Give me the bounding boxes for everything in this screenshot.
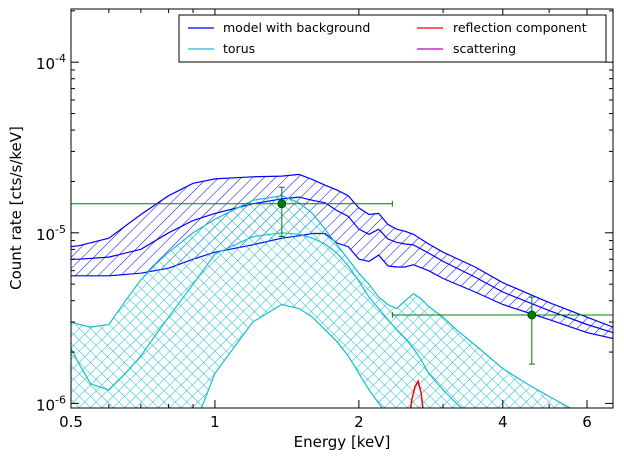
x-axis-label: Energy [keV]	[294, 433, 391, 451]
x-tick-label: 6	[582, 413, 592, 431]
legend-label-torus: torus	[223, 41, 255, 56]
data-point-1	[71, 186, 393, 238]
line-model-with-background-upper	[71, 173, 613, 328]
x-tick-label: 1	[210, 413, 220, 431]
band-torus	[71, 195, 571, 408]
y-tick-label: 10-5	[36, 223, 66, 244]
legend-label-model: model with background	[223, 20, 370, 35]
line-torus-upper	[71, 195, 572, 408]
x-tick-label: 2	[354, 413, 364, 431]
plot-frame	[70, 8, 614, 409]
y-tick-label: 10-4	[36, 52, 66, 73]
legend-box	[178, 14, 607, 63]
legend: model with background torus reflection c…	[178, 14, 607, 63]
line-torus-lower	[200, 303, 383, 408]
data-layer	[71, 173, 613, 408]
y-tick-label: 10-6	[36, 393, 66, 414]
legend-label-scattering: scattering	[453, 41, 516, 56]
data-marker	[277, 199, 287, 209]
x-tick-label: 4	[498, 413, 508, 431]
data-marker	[527, 310, 537, 320]
line-torus-mid	[71, 232, 463, 408]
line-reflection-component	[410, 379, 424, 408]
band-model-with-background	[71, 174, 613, 339]
x-tick-label: 0.5	[59, 413, 83, 431]
data-point-2	[391, 296, 613, 365]
y-axis-label: Count rate [cts/s/keV]	[7, 126, 25, 290]
line-model-with-background-mid	[71, 196, 613, 334]
legend-label-reflection: reflection component	[453, 20, 587, 35]
ticks-layer: 0.5 1 2 4 6 10-6 10-5 10-4	[36, 9, 613, 431]
